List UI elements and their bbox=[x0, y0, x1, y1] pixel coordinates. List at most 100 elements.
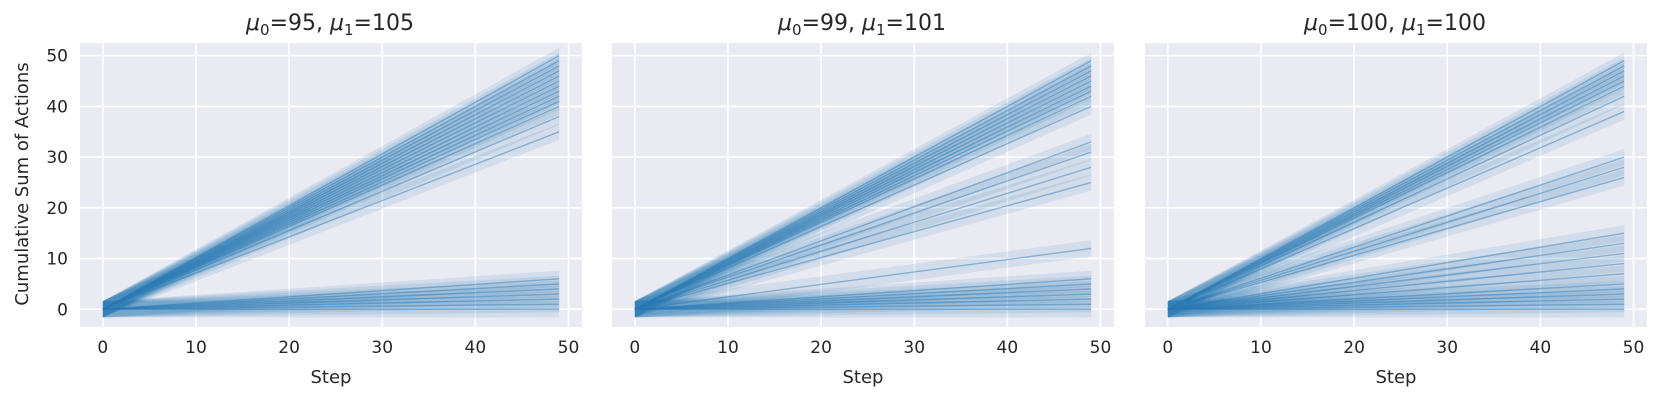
series-band bbox=[1167, 62, 1625, 318]
series-band bbox=[1167, 103, 1625, 318]
x-tick-label: 50 bbox=[1623, 338, 1645, 358]
series-line bbox=[634, 105, 1092, 310]
x-tick-label: 0 bbox=[97, 338, 108, 358]
series-line bbox=[102, 283, 560, 310]
y-tick-label: 0 bbox=[57, 300, 68, 320]
series-band bbox=[634, 270, 1092, 318]
series-line bbox=[1167, 298, 1625, 310]
series-line bbox=[102, 80, 560, 310]
plot-area bbox=[612, 43, 1114, 327]
series-band bbox=[102, 52, 560, 318]
series-line bbox=[102, 105, 560, 310]
series-band bbox=[1167, 72, 1625, 318]
series-line bbox=[634, 85, 1092, 310]
title-sub0: 0 bbox=[260, 21, 270, 39]
series-line bbox=[634, 166, 1092, 310]
series-line bbox=[1167, 110, 1625, 310]
series-band bbox=[1167, 301, 1625, 318]
series-band bbox=[1167, 235, 1625, 318]
title-val0: =100, bbox=[1328, 11, 1402, 36]
panel-title: μ0=99, μ1=101 bbox=[777, 11, 946, 39]
series-band bbox=[634, 98, 1092, 318]
series-line bbox=[634, 141, 1092, 310]
x-tick-label: 30 bbox=[371, 338, 393, 358]
x-tick-label: 20 bbox=[810, 338, 832, 358]
title-mu1: μ bbox=[1401, 11, 1416, 36]
y-tick-label: 30 bbox=[46, 148, 68, 168]
series-band bbox=[102, 285, 560, 318]
x-tick-label: 0 bbox=[629, 338, 640, 358]
series-line bbox=[102, 303, 560, 310]
series-band bbox=[634, 240, 1092, 318]
series-line bbox=[1167, 232, 1625, 310]
series-band bbox=[634, 88, 1092, 318]
y-tick-label: 50 bbox=[46, 47, 68, 67]
panel-title: μ0=95, μ1=105 bbox=[245, 11, 414, 39]
series-band bbox=[634, 77, 1092, 318]
series-band bbox=[1167, 265, 1625, 318]
series-band bbox=[102, 270, 560, 318]
x-tick-label: 40 bbox=[997, 338, 1019, 358]
series-band bbox=[1167, 225, 1625, 318]
x-tick-label: 50 bbox=[1090, 338, 1112, 358]
plot-area bbox=[80, 43, 582, 327]
series-line bbox=[102, 65, 560, 310]
x-tick-label: 40 bbox=[465, 338, 487, 358]
series-line bbox=[1167, 283, 1625, 310]
series-band bbox=[634, 296, 1092, 318]
series-line bbox=[1167, 166, 1625, 310]
series-band bbox=[1167, 290, 1625, 318]
series-band bbox=[634, 83, 1092, 318]
title-val1: =105 bbox=[354, 11, 414, 36]
series-band bbox=[634, 159, 1092, 318]
series-line bbox=[102, 90, 560, 310]
title-sub1: 1 bbox=[876, 21, 886, 39]
series-group bbox=[1167, 52, 1625, 318]
series-line bbox=[102, 288, 560, 310]
series-line bbox=[102, 85, 560, 310]
panel-title: μ0=100, μ1=100 bbox=[1303, 11, 1486, 39]
series-line bbox=[102, 75, 560, 310]
title-sub1: 1 bbox=[1416, 21, 1426, 39]
series-band bbox=[634, 280, 1092, 318]
x-tick-label: 30 bbox=[903, 338, 925, 358]
series-line bbox=[102, 298, 560, 310]
x-tick-label: 0 bbox=[1162, 338, 1173, 358]
plot-background bbox=[80, 43, 582, 327]
series-line bbox=[634, 293, 1092, 310]
series-band bbox=[634, 174, 1092, 318]
series-band bbox=[102, 72, 560, 318]
series-line bbox=[102, 293, 560, 310]
series-band bbox=[102, 93, 560, 318]
series-line bbox=[634, 303, 1092, 310]
series-line bbox=[634, 298, 1092, 310]
series-band bbox=[634, 133, 1092, 318]
series-band bbox=[634, 275, 1092, 318]
series-band bbox=[102, 47, 560, 318]
x-tick-label: 50 bbox=[558, 338, 580, 358]
series-line bbox=[634, 65, 1092, 310]
panel-1: μ0=95, μ1=105 Step 0 10 20 30 40 500102030405… bbox=[46, 11, 582, 388]
series-line bbox=[634, 95, 1092, 310]
series-band bbox=[102, 98, 560, 318]
series-band bbox=[102, 290, 560, 318]
series-group bbox=[102, 47, 560, 318]
series-band bbox=[634, 57, 1092, 318]
series-line bbox=[634, 70, 1092, 310]
series-line bbox=[634, 283, 1092, 310]
series-line bbox=[1167, 156, 1625, 310]
series-band bbox=[634, 285, 1092, 318]
series-line bbox=[634, 60, 1092, 310]
panel-3: μ0=100, μ1=100 Step 0 10 20 30 40 50 bbox=[1145, 11, 1647, 388]
series-band bbox=[1167, 52, 1625, 318]
title-val1: =100 bbox=[1426, 11, 1486, 36]
series-band bbox=[1167, 88, 1625, 318]
series-band bbox=[634, 290, 1092, 318]
series-band bbox=[634, 143, 1092, 318]
series-band bbox=[102, 62, 560, 318]
x-tick-label: 20 bbox=[1343, 338, 1365, 358]
series-line bbox=[102, 95, 560, 310]
series-line bbox=[102, 100, 560, 310]
series-line bbox=[1167, 70, 1625, 310]
